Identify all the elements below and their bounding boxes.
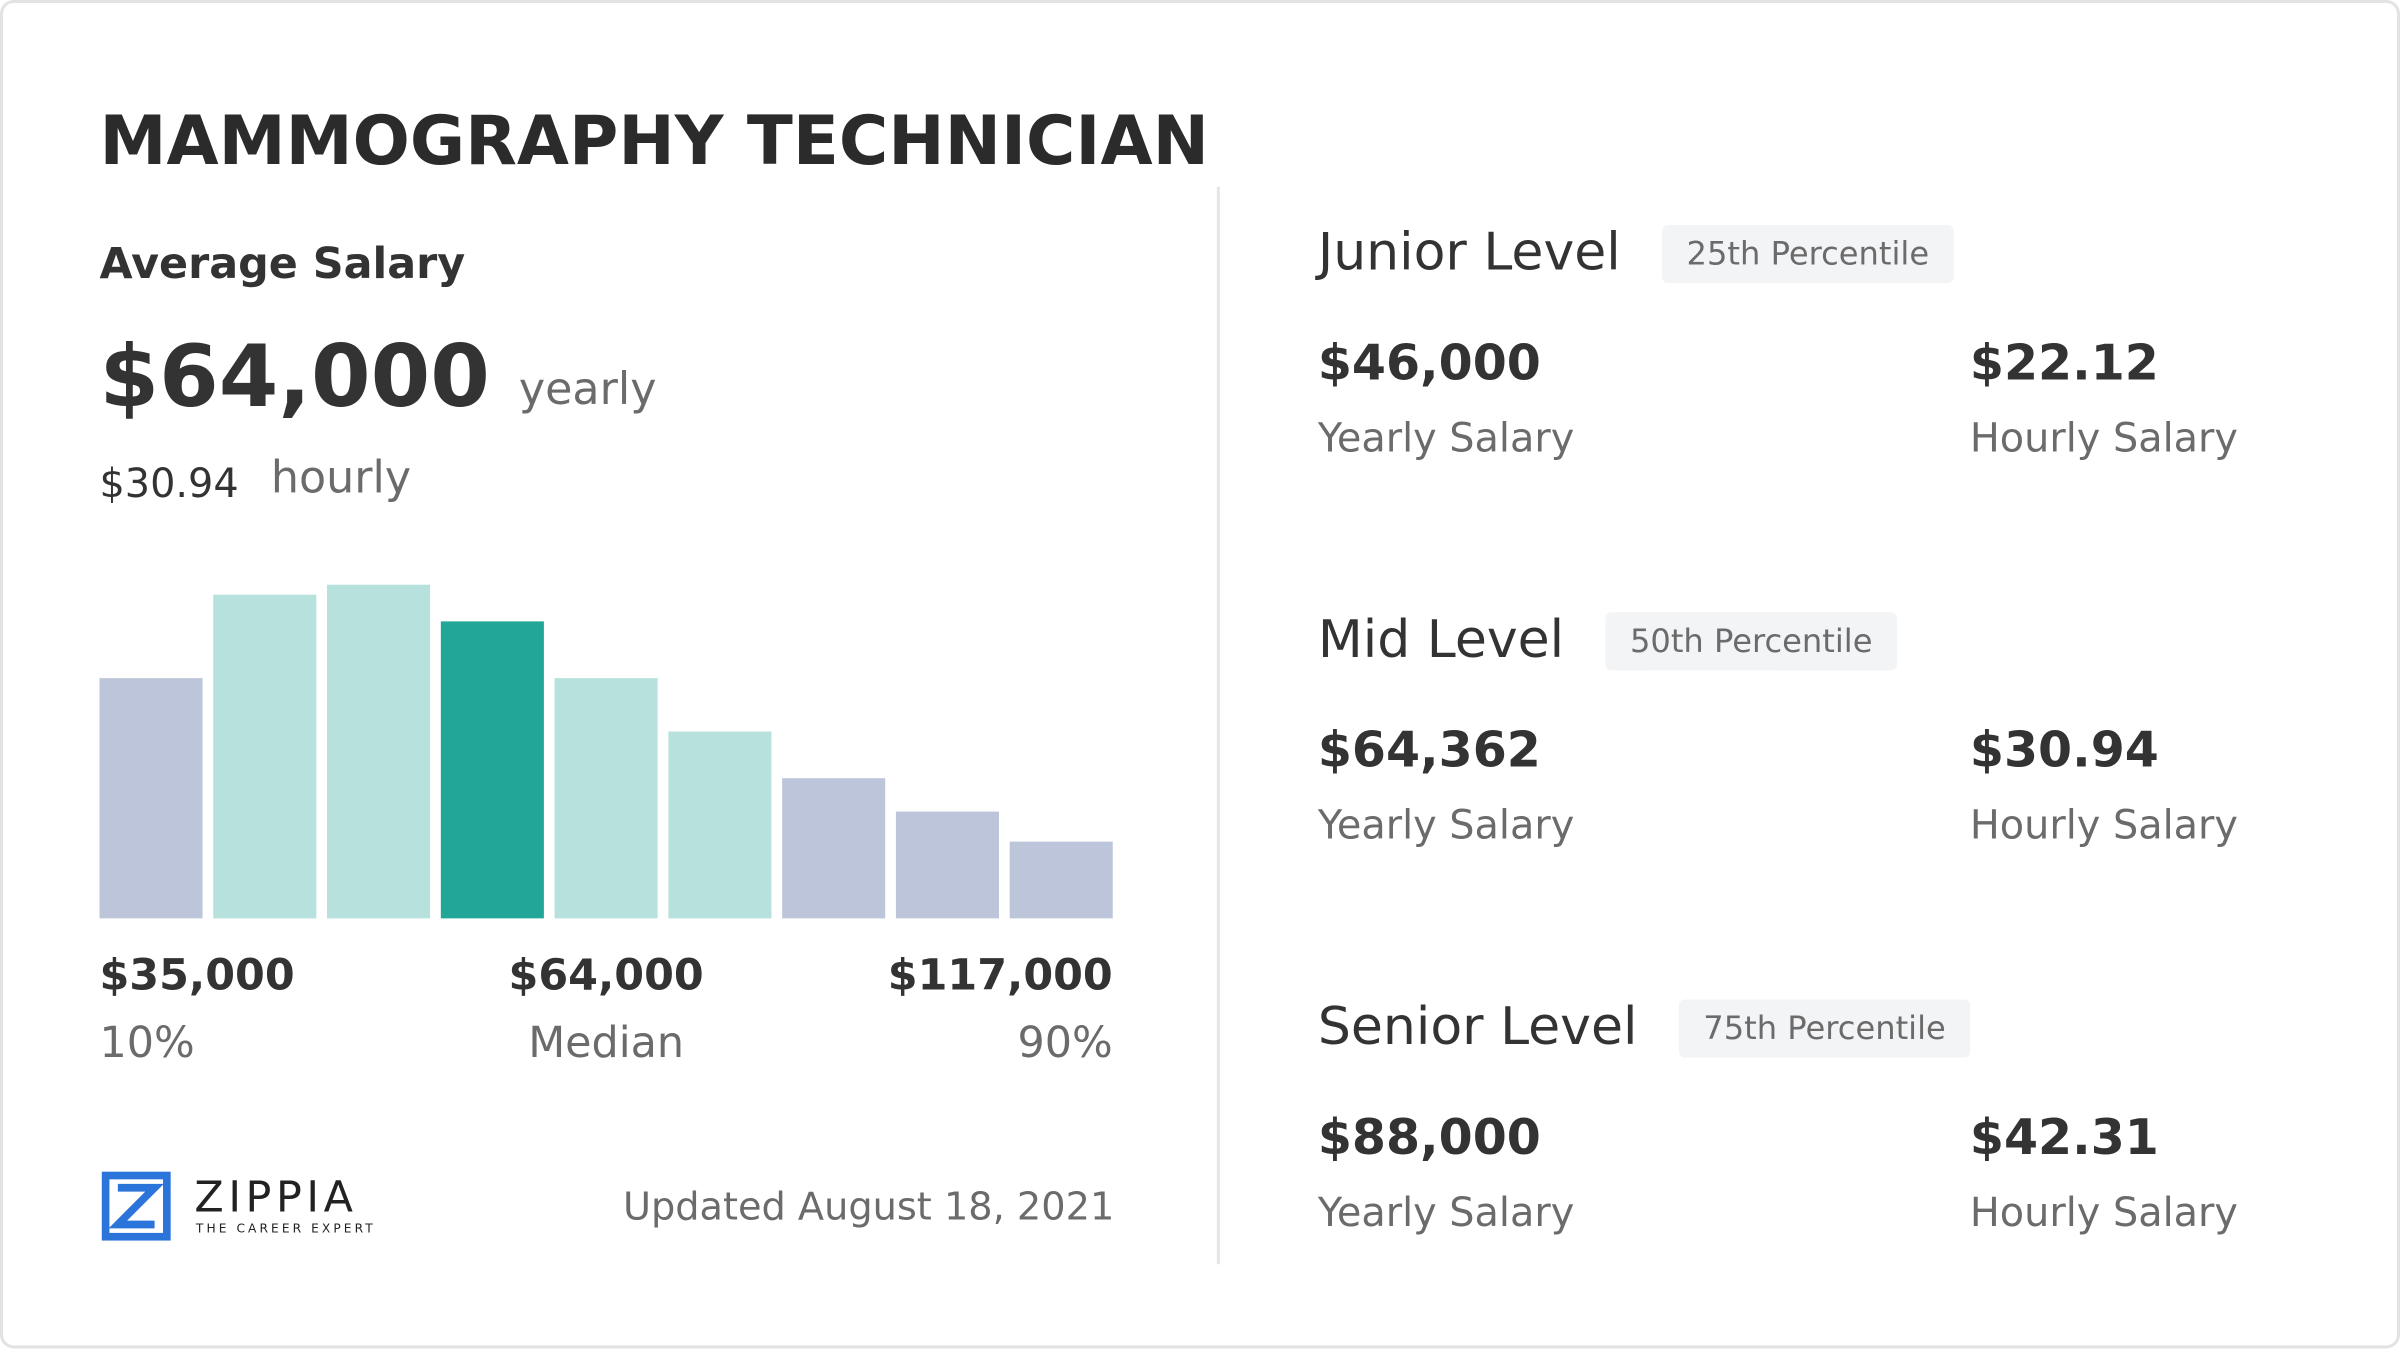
hourly-label: Hourly Salary — [1970, 415, 2238, 461]
level-name: Senior Level — [1318, 997, 1638, 1057]
percentile-label: 50th Percentile — [1630, 622, 1873, 660]
average-hourly: $30.94 — [99, 461, 238, 507]
yearly-unit: yearly — [519, 364, 657, 415]
hourly-unit: hourly — [271, 453, 411, 504]
yearly-label: Yearly Salary — [1317, 1190, 1574, 1236]
percentile-label: 25th Percentile — [1687, 235, 1930, 273]
histogram-bar — [99, 678, 203, 919]
hourly-salary: $22.12 — [1970, 334, 2159, 391]
job-title: MAMMOGRAPHY TECHNICIAN — [99, 101, 1208, 180]
hourly-salary: $30.94 — [1970, 722, 2159, 779]
logo: ZIPPIA THE CAREER EXPERT — [101, 1171, 376, 1241]
histogram-bar — [782, 778, 886, 919]
hourly-label: Hourly Salary — [1970, 803, 2238, 849]
average-label: Average Salary — [99, 239, 465, 289]
yearly-label: Yearly Salary — [1317, 803, 1574, 849]
logo-name: ZIPPIA — [194, 1173, 357, 1223]
range-label: Median — [528, 1018, 684, 1068]
histogram-bar — [554, 678, 658, 919]
updated-date: Updated August 18, 2021 — [623, 1185, 1114, 1230]
percentile-badge — [1678, 999, 1971, 1058]
yearly-label: Yearly Salary — [1317, 415, 1574, 461]
level-name: Junior Level — [1315, 223, 1621, 283]
average-yearly: $64,000 — [99, 327, 489, 427]
range-label: 10% — [99, 1018, 194, 1068]
histogram-bar — [327, 584, 431, 919]
range-value: $64,000 — [509, 951, 704, 1001]
logo-z — [108, 1183, 164, 1229]
range-value: $35,000 — [99, 951, 294, 1001]
level-name: Mid Level — [1318, 610, 1564, 670]
histogram-bar — [1009, 841, 1113, 919]
range-value: $117,000 — [888, 951, 1113, 1001]
percentile-badge — [1662, 225, 1954, 284]
histogram-bar — [668, 731, 772, 919]
logo-tagline: THE CAREER EXPERT — [195, 1222, 376, 1236]
percentile-badge — [1605, 612, 1897, 671]
logo-icon — [101, 1171, 171, 1241]
yearly-salary: $46,000 — [1318, 334, 1541, 391]
histogram-bar — [895, 811, 999, 919]
hourly-label: Hourly Salary — [1970, 1190, 2238, 1236]
hourly-salary: $42.31 — [1970, 1109, 2159, 1166]
yearly-salary: $88,000 — [1318, 1109, 1541, 1166]
yearly-salary: $64,362 — [1318, 722, 1541, 779]
range-label: 90% — [1018, 1018, 1113, 1068]
histogram-bar — [213, 594, 317, 919]
histogram-bar — [440, 621, 544, 919]
percentile-label: 75th Percentile — [1703, 1009, 1946, 1047]
